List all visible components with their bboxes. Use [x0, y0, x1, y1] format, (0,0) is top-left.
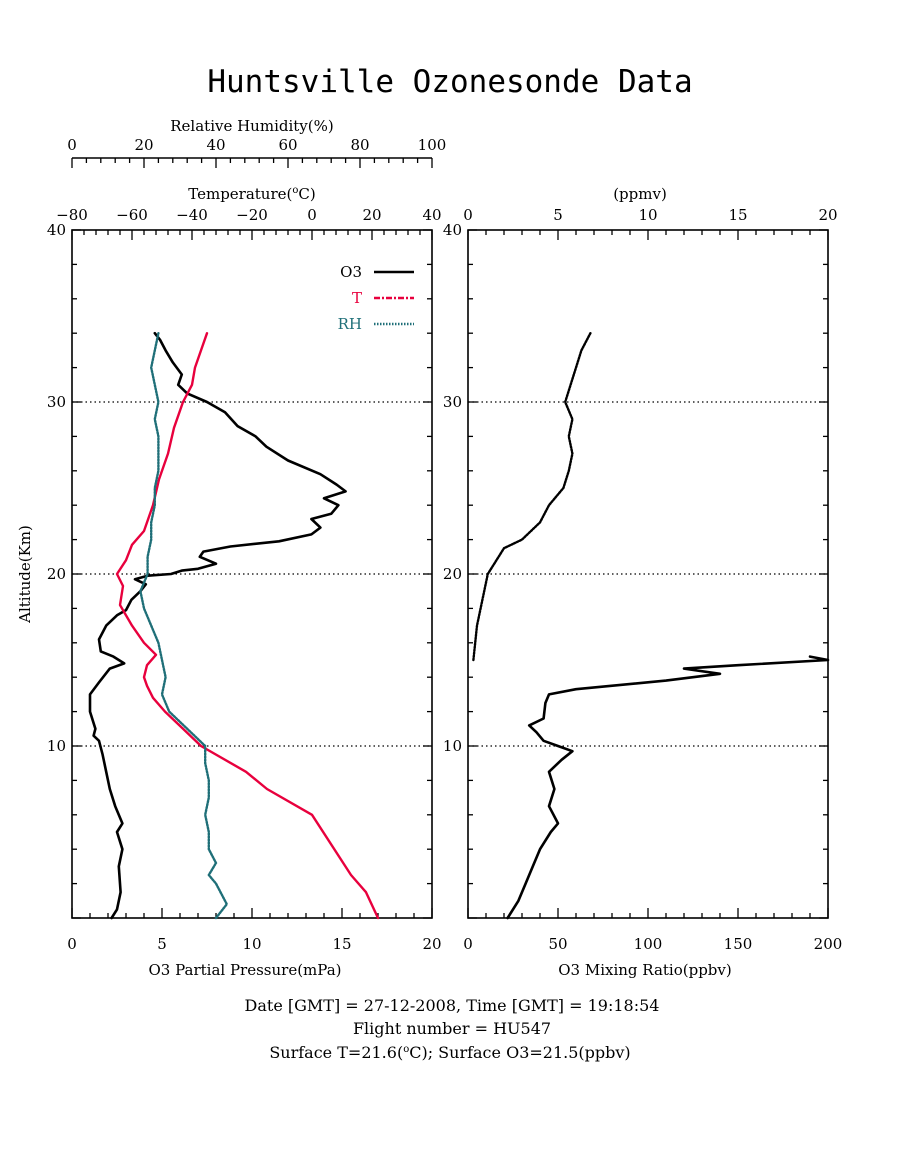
xtick-label-left-top2: 60 [278, 136, 297, 154]
xtick-label-left-bottom: 10 [242, 935, 261, 953]
footer-surface-prefix: Surface T=21.6( [269, 1043, 403, 1062]
xtick-label-right-top: 10 [638, 206, 657, 224]
ytick-label-right: 40 [443, 221, 462, 239]
xtick-label-right-top: 15 [728, 206, 747, 224]
series-right-o3-mixing-ratio-ppmv- [472, 332, 592, 662]
temperature-label-prefix: Temperature( [188, 185, 292, 203]
legend-label-t: T [352, 289, 362, 307]
xtick-label-left-top2: 40 [206, 136, 225, 154]
xtick-label-left-top: 20 [362, 206, 381, 224]
ytick-label-left: 10 [47, 737, 66, 755]
ytick-label-left: 40 [47, 221, 66, 239]
xtick-label-left-top2: 20 [134, 136, 153, 154]
xtick-label-right-top: 20 [818, 206, 837, 224]
xtick-label-left-top: −20 [236, 206, 268, 224]
ytick-label-right: 20 [443, 565, 462, 583]
ytick-label-right: 10 [443, 737, 462, 755]
ytick-label-left: 20 [47, 565, 66, 583]
temperature-axis-label: Temperature(oC) [188, 185, 316, 203]
series-left-t [115, 332, 380, 920]
xtick-label-right-bottom: 150 [724, 935, 753, 953]
o3-mixing-ratio-axis-label: O3 Mixing Ratio(ppbv) [558, 961, 731, 979]
footer-surface-line: Surface T=21.6(oC); Surface O3=21.5(ppbv… [269, 1043, 630, 1062]
xtick-label-left-bottom: 15 [332, 935, 351, 953]
chart-title: Huntsville Ozonesonde Data [207, 64, 692, 100]
ytick-label-right: 30 [443, 393, 462, 411]
footer-surface-suffix: C); Surface O3=21.5(ppbv) [409, 1043, 630, 1062]
ppmv-axis-label: (ppmv) [613, 185, 667, 203]
footer-date-line: Date [GMT] = 27-12-2008, Time [GMT] = 19… [245, 996, 660, 1015]
series-left-o3 [88, 331, 347, 920]
temperature-label-degree: o [292, 185, 298, 196]
xtick-label-right-bottom: 50 [548, 935, 567, 953]
xtick-label-right-bottom: 200 [814, 935, 843, 953]
xtick-label-left-top2: 80 [350, 136, 369, 154]
xtick-label-right-bottom: 0 [463, 935, 473, 953]
footer-surface-degree: o [403, 1044, 409, 1055]
legend-label-rh: RH [338, 315, 362, 333]
xtick-label-left-top2: 100 [418, 136, 447, 154]
xtick-label-right-top: 5 [553, 206, 563, 224]
xtick-label-left-top: 40 [422, 206, 441, 224]
xtick-label-left-top: −80 [56, 206, 88, 224]
ytick-label-left: 30 [47, 393, 66, 411]
xtick-label-left-bottom: 20 [422, 935, 441, 953]
series-left-rh [139, 332, 229, 920]
o3-partial-pressure-axis-label: O3 Partial Pressure(mPa) [148, 961, 341, 979]
xtick-label-left-top: −40 [176, 206, 208, 224]
altitude-axis-label: Altitude(Km) [16, 525, 34, 624]
xtick-label-right-top: 0 [463, 206, 473, 224]
legend-label-o3: O3 [340, 263, 362, 281]
temperature-label-suffix: C) [298, 185, 315, 203]
series-right-o3-mixing-ratio-ppbv- [506, 655, 830, 920]
xtick-label-left-top: −60 [116, 206, 148, 224]
xtick-label-left-bottom: 0 [67, 935, 77, 953]
xtick-label-left-top: 0 [307, 206, 317, 224]
xtick-label-left-top2: 0 [67, 136, 77, 154]
rh-axis-label: Relative Humidity(%) [170, 117, 333, 135]
xtick-label-left-bottom: 5 [157, 935, 167, 953]
footer-flight-line: Flight number = HU547 [353, 1019, 551, 1038]
xtick-label-right-bottom: 100 [634, 935, 663, 953]
